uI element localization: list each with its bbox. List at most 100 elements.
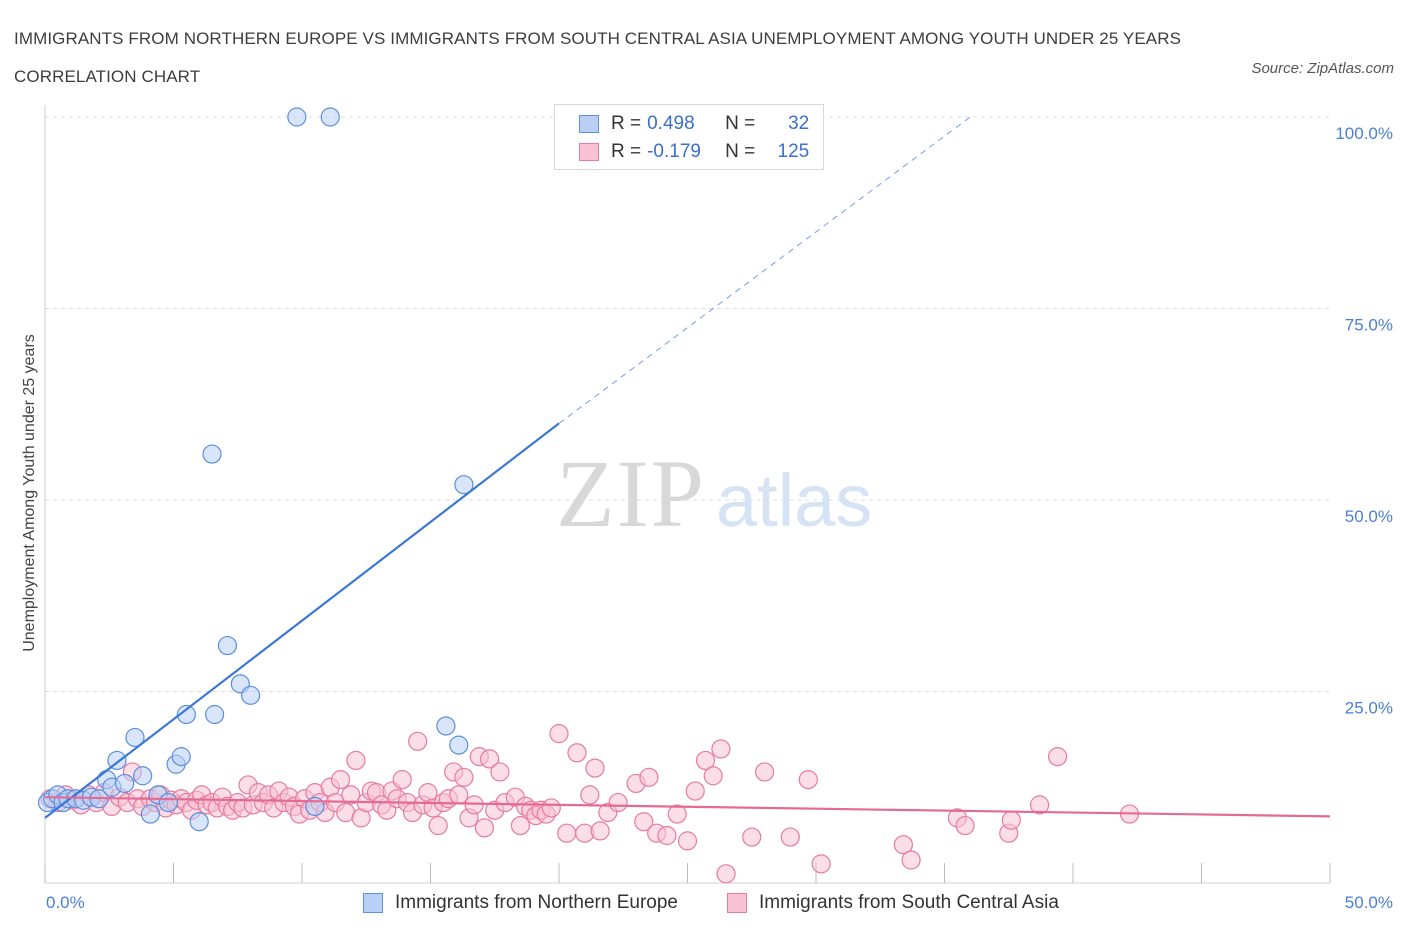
data-point-northern-europe: [320, 107, 340, 127]
data-point-south-central-asia: [580, 785, 600, 805]
data-point-northern-europe: [140, 804, 160, 824]
data-point-south-central-asia: [657, 825, 677, 846]
data-point-northern-europe: [189, 812, 209, 832]
legend-r-value: -0.179: [647, 141, 701, 162]
x-tick-label: 0.0%: [46, 893, 85, 912]
legend-label-northern-europe: Immigrants from Northern Europe: [395, 892, 678, 913]
data-point-northern-europe: [436, 716, 456, 736]
watermark: ZIP atlas: [556, 440, 872, 547]
y-axis-label: Unemployment Among Youth under 25 years: [21, 334, 38, 652]
data-point-south-central-asia: [474, 818, 495, 838]
data-point-northern-europe: [202, 444, 222, 464]
y-tick-label: 50.0%: [1345, 507, 1393, 526]
legend-swatch-blue: [579, 115, 599, 133]
data-point-south-central-asia: [716, 864, 736, 884]
legend-r-value: 0.498: [647, 113, 695, 134]
data-point-south-central-asia: [567, 743, 587, 763]
data-point-south-central-asia: [711, 739, 731, 759]
data-point-south-central-asia: [490, 762, 510, 782]
data-point-northern-europe: [125, 727, 145, 748]
data-point-south-central-asia: [392, 769, 412, 790]
legend-swatch-pink: [579, 143, 599, 161]
legend-row-south-central-asia: R = -0.179 N = 125: [579, 139, 809, 165]
chart-title: IMMIGRANTS FROM NORTHERN EUROPE VS IMMIG…: [14, 29, 1182, 86]
trend-line-northern-europe: [44, 422, 560, 819]
gridlines: [45, 116, 1330, 692]
data-point-south-central-asia: [1029, 795, 1050, 815]
data-point-northern-europe: [241, 685, 261, 705]
y-tick-label: 100.0%: [1335, 124, 1393, 143]
data-point-south-central-asia: [1001, 810, 1021, 830]
legend-label-south-central-asia: Immigrants from South Central Asia: [759, 892, 1059, 913]
data-point-south-central-asia: [754, 762, 775, 782]
legend-r-label: R =: [611, 141, 642, 162]
data-point-south-central-asia: [449, 785, 469, 805]
data-point-south-central-asia: [330, 769, 351, 790]
data-point-south-central-asia: [703, 766, 723, 786]
data-point-south-central-asia: [428, 815, 448, 836]
data-point-south-central-asia: [408, 731, 428, 751]
data-point-northern-europe: [133, 766, 153, 786]
data-point-south-central-asia: [798, 769, 818, 790]
data-point-south-central-asia: [677, 831, 698, 851]
watermark-zip: ZIP: [556, 440, 706, 547]
data-point-northern-europe: [158, 792, 178, 813]
correlation-legend: R = 0.498 N = 32 R = -0.179 N = 125: [554, 104, 824, 170]
data-point-northern-europe: [205, 704, 225, 725]
x-tick-label: 50.0%: [1345, 893, 1393, 912]
series-legend: Immigrants from Northern Europe Immigran…: [0, 888, 1406, 918]
data-point-south-central-asia: [901, 850, 921, 870]
series-south-central-asia-points: [40, 724, 1140, 884]
data-point-south-central-asia: [742, 827, 762, 847]
data-point-northern-europe: [449, 735, 469, 755]
data-point-northern-europe: [176, 704, 196, 725]
legend-n-value: 32: [788, 113, 810, 134]
data-point-south-central-asia: [510, 815, 531, 836]
trend-extension-northern-europe: [558, 116, 971, 424]
data-point-northern-europe: [287, 107, 307, 127]
data-point-south-central-asia: [639, 767, 659, 787]
data-point-northern-europe: [171, 747, 191, 767]
data-point-south-central-asia: [464, 795, 484, 815]
data-point-south-central-asia: [608, 792, 628, 813]
trend-lines: [44, 116, 1331, 819]
data-point-south-central-asia: [634, 812, 654, 832]
legend-r-label: R =: [611, 113, 642, 134]
series-northern-europe-points: [37, 107, 474, 832]
legend-swatch-pink: [727, 893, 747, 913]
legend-n-label: N =: [725, 141, 756, 162]
data-point-northern-europe: [217, 635, 238, 656]
tick-labels: 25.0% 50.0% 75.0% 100.0% 0.0% 50.0%: [46, 124, 1393, 912]
data-point-south-central-asia: [695, 750, 716, 771]
data-point-south-central-asia: [893, 835, 913, 855]
trend-line-south-central-asia: [44, 796, 1331, 818]
legend-swatch-blue: [363, 893, 383, 913]
legend-n-label: N =: [725, 113, 756, 134]
data-point-south-central-asia: [346, 750, 366, 771]
data-point-south-central-asia: [557, 823, 577, 843]
source-credit: Source: ZipAtlas.com: [1251, 60, 1394, 77]
data-point-northern-europe: [115, 773, 135, 794]
data-point-south-central-asia: [1047, 747, 1068, 767]
data-point-south-central-asia: [480, 749, 500, 769]
data-point-south-central-asia: [685, 781, 705, 801]
legend-row-northern-europe: R = 0.498 N = 32: [579, 111, 809, 137]
data-point-south-central-asia: [341, 785, 361, 805]
data-point-south-central-asia: [955, 815, 975, 836]
data-point-south-central-asia: [549, 724, 569, 744]
legend-n-value: 125: [777, 141, 810, 162]
data-point-northern-europe: [454, 475, 474, 495]
y-tick-label: 25.0%: [1345, 699, 1393, 718]
data-point-south-central-asia: [667, 804, 687, 824]
data-point-south-central-asia: [811, 854, 831, 874]
data-point-south-central-asia: [541, 798, 561, 818]
y-tick-label: 75.0%: [1345, 316, 1393, 335]
data-point-south-central-asia: [590, 821, 610, 841]
data-point-south-central-asia: [585, 758, 605, 778]
legend-item-south-central-asia[interactable]: Immigrants from South Central Asia: [727, 888, 1059, 918]
legend-item-northern-europe[interactable]: Immigrants from Northern Europe: [363, 888, 678, 918]
data-point-south-central-asia: [780, 827, 800, 847]
axes: [44, 105, 1331, 884]
data-point-south-central-asia: [454, 767, 474, 787]
